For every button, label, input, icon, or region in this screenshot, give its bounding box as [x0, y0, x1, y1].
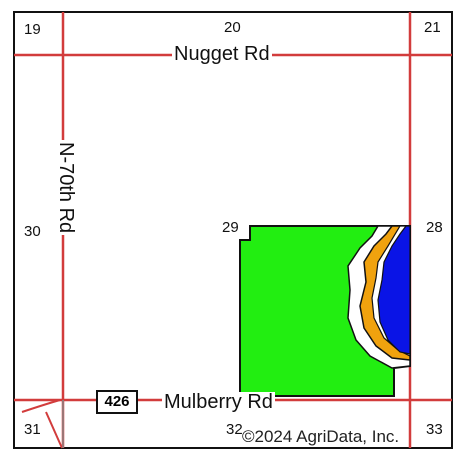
- section-21: 21: [424, 19, 441, 36]
- road-southwest-curve: [21, 399, 63, 449]
- highway-shield: 426: [96, 390, 138, 414]
- copyright-text: ©2024 AgriData, Inc.: [242, 427, 400, 446]
- section-31: 31: [24, 421, 41, 438]
- section-32: 32: [226, 421, 243, 438]
- section-20: 20: [224, 19, 241, 36]
- section-29: 29: [222, 219, 239, 236]
- road-label-nugget: Nugget Rd: [172, 43, 272, 65]
- section-30: 30: [24, 223, 41, 240]
- map-frame: [13, 11, 453, 449]
- section-33: 33: [426, 421, 443, 438]
- section-19: 19: [24, 21, 41, 38]
- water-area: [377, 225, 411, 355]
- road-label-mulberry: Mulberry Rd: [162, 391, 275, 413]
- section-28: 28: [426, 219, 443, 236]
- road-label-n-70th: N-70th Rd: [55, 140, 77, 236]
